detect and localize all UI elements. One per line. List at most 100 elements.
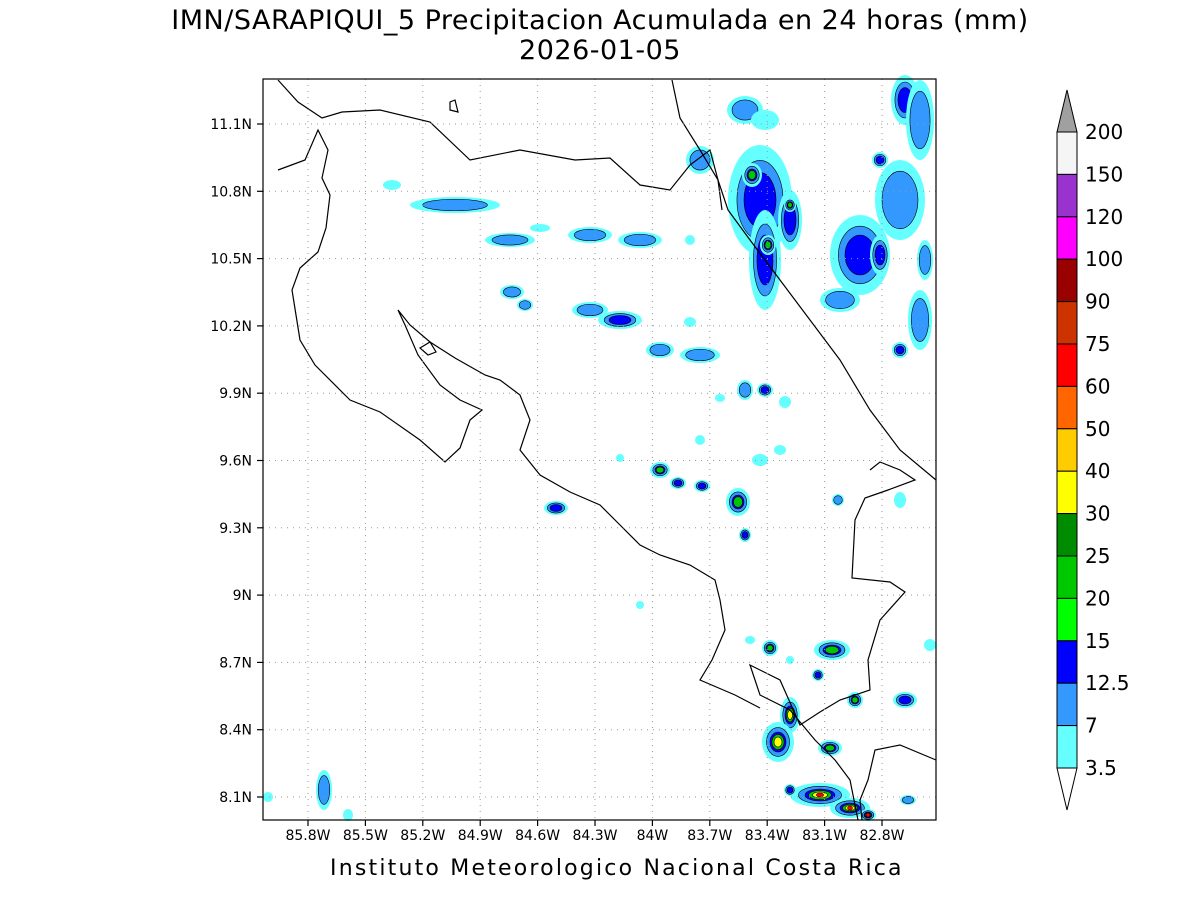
map-title: IMN/SARAPIQUI_5 Precipitacion Acumulada … (171, 5, 1029, 36)
colorbar-swatch (1056, 131, 1078, 175)
colorbar-swatch (1056, 470, 1078, 515)
precip-cell (343, 809, 353, 821)
colorbar-level-label: 30 (1085, 502, 1110, 526)
precip-cell (895, 345, 905, 355)
precip-cell (787, 202, 793, 208)
colorbar-level-label: 3.5 (1085, 756, 1117, 780)
precip-cell (623, 233, 657, 247)
colorbar-swatch (1056, 513, 1078, 557)
precip-cell (317, 775, 331, 805)
colorbar-top-arrow (1056, 89, 1078, 133)
precip-cell (924, 639, 936, 651)
colorbar-level-label: 40 (1085, 459, 1110, 483)
institution-credit: Instituto Meteorologico Nacional Costa R… (330, 856, 904, 881)
colorbar-swatch (1056, 385, 1078, 430)
lat-tick-label: 9N (233, 588, 252, 604)
precip-cell (684, 317, 696, 327)
lon-tick-label: 85.2W (400, 828, 445, 844)
precip-cell (715, 394, 725, 402)
precip-cell (874, 244, 886, 266)
colorbar-swatch (1056, 597, 1078, 642)
lat-tick-label: 11.1N (210, 117, 252, 133)
precip-cell (383, 180, 401, 190)
pacific-coast-nicoya (277, 128, 761, 709)
colorbar-swatch (1056, 301, 1078, 345)
precip-cell (909, 90, 931, 150)
precip-cell (825, 291, 855, 309)
precip-cell (738, 382, 752, 398)
nicaragua-lake-coast (277, 79, 723, 211)
lat-tick-label: 9.9N (219, 386, 252, 402)
precip-cell (549, 504, 563, 512)
precip-cell (741, 531, 749, 539)
precip-cell (901, 796, 915, 804)
precip-cell (766, 644, 774, 652)
precip-cell (918, 245, 932, 275)
precip-cell (608, 315, 632, 325)
lat-tick-label: 8.1N (219, 790, 252, 806)
lon-tick-label: 83.1W (802, 828, 847, 844)
colorbar-level-label: 90 (1085, 290, 1110, 314)
lat-tick-label: 8.4N (219, 723, 252, 739)
lat-tick-label: 9.6N (219, 454, 252, 470)
precip-cell (752, 454, 768, 466)
precip-cell (779, 396, 791, 408)
lon-tick-label: 83.4W (745, 828, 790, 844)
lat-tick-label: 10.5N (210, 252, 252, 268)
map-date: 2026-01-05 (519, 35, 681, 66)
precip-cell (649, 343, 671, 357)
panama-border (748, 461, 917, 821)
colorbar-level-label: 12.5 (1085, 671, 1130, 695)
colorbar-level-label: 50 (1085, 417, 1110, 441)
precip-cell (573, 228, 607, 242)
precip-cell (881, 170, 919, 230)
precip-cell (673, 479, 683, 487)
colorbar-swatch (1056, 216, 1078, 260)
lon-tick-label: 85.8W (285, 828, 330, 844)
precip-cell (764, 240, 772, 250)
colorbar-swatch (1056, 640, 1078, 684)
precip-cell (491, 234, 529, 246)
map-frame (262, 78, 937, 821)
colorbar-legend: 200 150 120 100 90 75 60 50 40 30 25 20 15 12.5 7 3.5 (1056, 89, 1130, 811)
precip-cell (833, 495, 843, 505)
precip-cell (697, 482, 707, 490)
graticule (263, 79, 936, 820)
precip-cell (851, 696, 859, 704)
precip-cell (751, 110, 779, 130)
colorbar-swatch (1056, 428, 1078, 472)
lake-islet (449, 99, 459, 113)
lat-tick-label: 10.8N (210, 184, 252, 200)
colorbar-level-label: 25 (1085, 544, 1110, 568)
precip-cell (503, 286, 521, 298)
precip-cell (898, 695, 912, 705)
colorbar-swatch (1056, 555, 1078, 599)
precip-cell (786, 786, 794, 794)
colorbar-swatch (1056, 725, 1078, 769)
lon-tick-label: 84W (637, 828, 669, 844)
lon-tick-label: 85.5W (343, 828, 388, 844)
colorbar-level-label: 120 (1085, 205, 1123, 229)
precip-cell (865, 812, 871, 818)
precip-cell (655, 466, 665, 474)
colorbar-swatch (1056, 258, 1078, 303)
precip-cell (825, 744, 835, 752)
precip-cell (518, 300, 532, 310)
lon-tick-label: 82.8W (859, 828, 904, 844)
precip-cell (747, 170, 757, 180)
precipitation-field (263, 75, 936, 821)
precip-cell (745, 636, 755, 644)
colorbar-swatch (1056, 682, 1078, 727)
precip-cell (774, 445, 786, 455)
lon-tick-label: 83.7W (687, 828, 732, 844)
lat-tick-label: 8.7N (219, 655, 252, 671)
precip-cell (422, 198, 488, 212)
lat-tick-label: 10.2N (210, 319, 252, 335)
precip-cell (847, 805, 853, 811)
colorbar-level-label: 200 (1085, 120, 1123, 144)
precip-cell (911, 298, 929, 342)
precip-cell (875, 155, 885, 165)
precip-cell (685, 235, 695, 245)
precip-cell (816, 792, 824, 798)
